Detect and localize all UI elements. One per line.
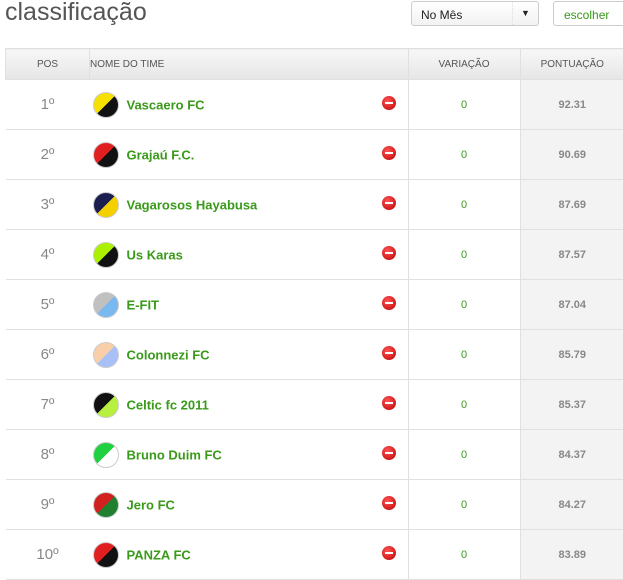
team-crest-icon [93,542,119,568]
period-select-value: No Mês [421,8,462,22]
position: 3º [6,180,90,230]
position: 9º [6,480,90,530]
variation: 0 [408,280,520,330]
team-crest-icon [93,242,119,268]
dropdown-arrow-icon: ▼ [512,2,538,25]
header-variation: VARIAÇÃO [408,49,520,80]
table-row: 1º Vascaero FC 0 92.31 [6,80,623,130]
team-crest-icon [93,192,119,218]
table-row: 10º PANZA FC 0 83.89 [6,530,623,580]
position: 7º [6,380,90,430]
ranking-table: POS NOME DO TIME VARIAÇÃO PONTUAÇÃO 1º V… [5,48,623,580]
team-name-link[interactable]: Grajaú F.C. [127,147,195,162]
team-crest-icon [93,442,119,468]
team-cell: Vagarosos Hayabusa [90,180,409,230]
remove-icon[interactable] [382,96,396,110]
page-title: classificação [5,0,147,27]
position: 1º [6,80,90,130]
team-cell: Bruno Duim FC [90,430,409,480]
team-crest-icon [93,142,119,168]
position: 2º [6,130,90,180]
score: 84.37 [520,430,623,480]
position: 8º [6,430,90,480]
team-name-link[interactable]: Us Karas [127,247,183,262]
variation: 0 [408,230,520,280]
team-name-link[interactable]: Celtic fc 2011 [127,397,209,412]
variation: 0 [408,80,520,130]
variation: 0 [408,430,520,480]
variation: 0 [408,130,520,180]
team-cell: PANZA FC [90,530,409,580]
team-crest-icon [93,92,119,118]
position: 6º [6,330,90,380]
position: 5º [6,280,90,330]
variation: 0 [408,380,520,430]
table-row: 9º Jero FC 0 84.27 [6,480,623,530]
variation: 0 [408,530,520,580]
team-cell: Vascaero FC [90,80,409,130]
score: 83.89 [520,530,623,580]
table-row: 6º Colonnezi FC 0 85.79 [6,330,623,380]
table-row: 2º Grajaú F.C. 0 90.69 [6,130,623,180]
position: 10º [6,530,90,580]
score: 90.69 [520,130,623,180]
table-row: 4º Us Karas 0 87.57 [6,230,623,280]
team-cell: E-FIT [90,280,409,330]
team-cell: Colonnezi FC [90,330,409,380]
team-cell: Grajaú F.C. [90,130,409,180]
table-row: 5º E-FIT 0 87.04 [6,280,623,330]
team-cell: Celtic fc 2011 [90,380,409,430]
team-cell: Us Karas [90,230,409,280]
remove-icon[interactable] [382,446,396,460]
team-crest-icon [93,342,119,368]
score: 87.57 [520,230,623,280]
remove-icon[interactable] [382,196,396,210]
table-row: 8º Bruno Duim FC 0 84.37 [6,430,623,480]
score: 92.31 [520,80,623,130]
variation: 0 [408,180,520,230]
team-name-link[interactable]: Vagarosos Hayabusa [127,197,258,212]
table-row: 3º Vagarosos Hayabusa 0 87.69 [6,180,623,230]
team-cell: Jero FC [90,480,409,530]
team-name-link[interactable]: PANZA FC [127,547,191,562]
team-name-link[interactable]: E-FIT [127,297,160,312]
period-select[interactable]: No Mês ▼ [411,1,539,26]
remove-icon[interactable] [382,396,396,410]
position: 4º [6,230,90,280]
team-name-link[interactable]: Colonnezi FC [127,347,210,362]
score: 85.37 [520,380,623,430]
team-name-link[interactable]: Jero FC [127,497,175,512]
team-name-link[interactable]: Vascaero FC [127,97,205,112]
remove-icon[interactable] [382,496,396,510]
remove-icon[interactable] [382,296,396,310]
remove-icon[interactable] [382,346,396,360]
team-crest-icon [93,292,119,318]
choose-button[interactable]: escolher [553,1,623,26]
remove-icon[interactable] [382,146,396,160]
team-crest-icon [93,492,119,518]
header-score: PONTUAÇÃO [520,49,623,80]
remove-icon[interactable] [382,246,396,260]
score: 87.69 [520,180,623,230]
score: 87.04 [520,280,623,330]
variation: 0 [408,480,520,530]
variation: 0 [408,330,520,380]
team-crest-icon [93,392,119,418]
score: 85.79 [520,330,623,380]
header-pos: POS [6,49,90,80]
score: 84.27 [520,480,623,530]
table-row: 7º Celtic fc 2011 0 85.37 [6,380,623,430]
team-name-link[interactable]: Bruno Duim FC [127,447,222,462]
header-name: NOME DO TIME [90,49,409,80]
